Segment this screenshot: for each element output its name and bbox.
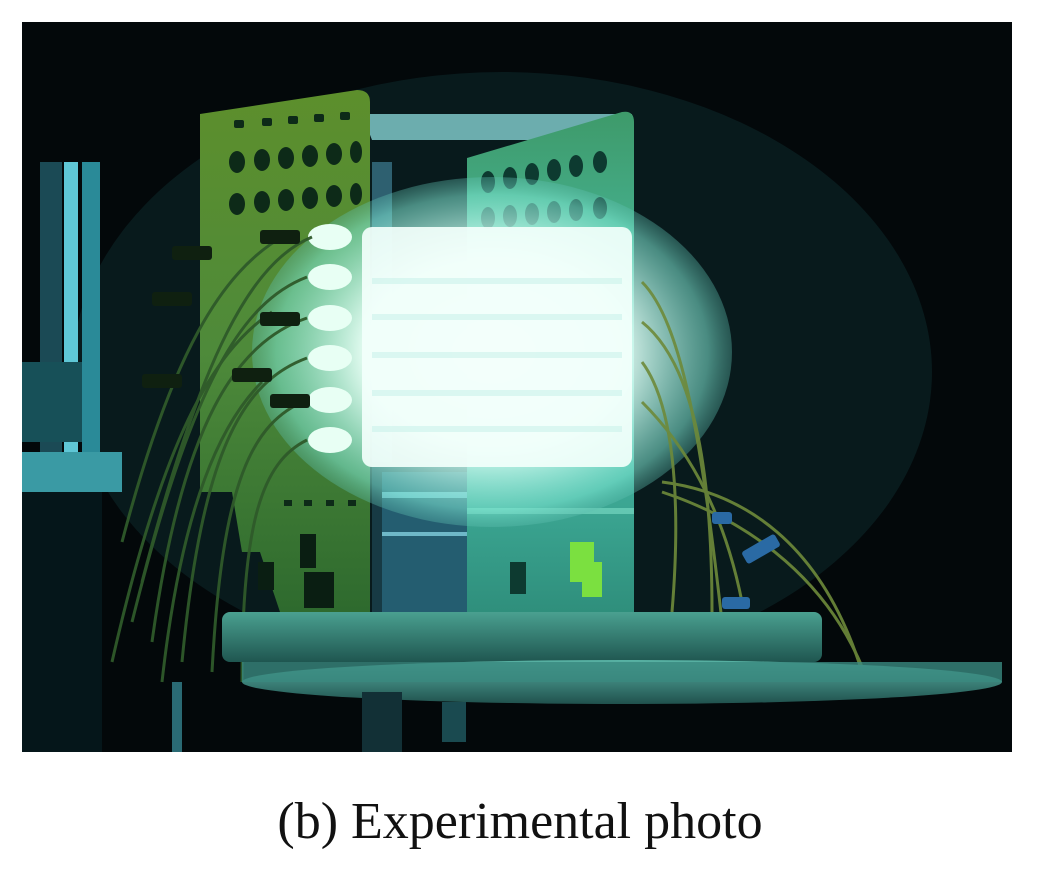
reactor-illustration — [22, 22, 1012, 752]
figure-caption: (b) Experimental photo — [277, 793, 763, 850]
left-wires — [110, 235, 313, 683]
right-wires — [640, 280, 870, 683]
plasma-glow — [252, 177, 732, 527]
reactor-base — [172, 612, 1002, 752]
wire-connectors-right — [712, 512, 780, 609]
left-rack — [22, 162, 122, 752]
wire-connectors-left — [142, 230, 310, 408]
experimental-photo — [22, 22, 1012, 752]
